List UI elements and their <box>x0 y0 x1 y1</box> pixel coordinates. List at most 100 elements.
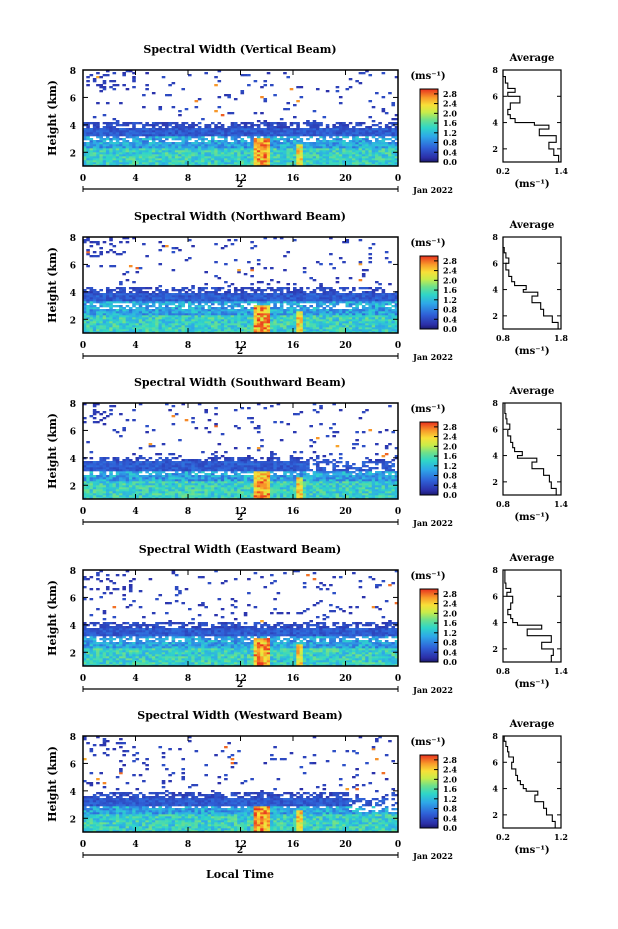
average-x-tick-label: 1.4 <box>554 666 568 676</box>
colorbar-tick-label: 0.4 <box>443 813 457 823</box>
colorbar-tick-label: 1.6 <box>443 618 457 628</box>
x-tick-label: 0 <box>395 341 401 351</box>
colorbar-tick-label: 2.8 <box>443 422 457 432</box>
colorbar-tick-label: 0.0 <box>443 324 457 334</box>
x-tick-label: 16 <box>287 840 300 850</box>
colorbar <box>419 421 439 496</box>
x-tick-label: 0 <box>80 174 86 184</box>
average-y-tick-label: 8 <box>492 731 498 741</box>
colorbar-tick-label: 0.4 <box>443 647 457 657</box>
colorbar <box>419 88 439 163</box>
y-axis-label: Height (km) <box>46 746 59 822</box>
average-y-tick-label: 8 <box>492 232 498 242</box>
x-tick-label: 0 <box>80 840 86 850</box>
average-y-tick-label: 4 <box>492 118 498 128</box>
x-tick-label: 8 <box>185 507 191 517</box>
average-y-tick-label: 2 <box>492 144 498 154</box>
average-x-tick-label: 0.8 <box>496 666 510 676</box>
colorbar-tick-label: 2.8 <box>443 256 457 266</box>
average-y-tick-label: 6 <box>492 757 498 767</box>
colorbar-tick-label: 0.4 <box>443 147 457 157</box>
panel-5: Spectral Width (Westward Beam) 2 4 6 8 Height… <box>46 709 568 861</box>
y-tick-label: 4 <box>70 455 76 465</box>
x-tick-label: 20 <box>339 341 352 351</box>
colorbar-tick-label: 1.6 <box>443 285 457 295</box>
colorbar-unit: (ms⁻¹) <box>410 571 445 582</box>
x-tick-label: 8 <box>185 341 191 351</box>
average-x-label: (ms⁻¹) <box>514 845 549 856</box>
average-profile-line <box>504 403 560 496</box>
y-tick-label: 4 <box>70 122 76 132</box>
colorbar-tick-label: 0.0 <box>443 490 457 500</box>
colorbar-tick-label: 1.2 <box>443 794 457 804</box>
x-tick-label: 4 <box>132 174 138 184</box>
colorbar-tick-label: 1.6 <box>443 118 457 128</box>
average-x-label: (ms⁻¹) <box>514 179 549 190</box>
bottom-xlabel: Local Time <box>206 868 274 881</box>
colorbar-tick-label: 2.0 <box>443 275 457 285</box>
colorbar-tick-label: 2.4 <box>443 266 457 276</box>
average-x-label: (ms⁻¹) <box>514 512 549 523</box>
average-x-label: (ms⁻¹) <box>514 679 549 690</box>
colorbar <box>419 754 439 829</box>
colorbar-tick-label: 2.0 <box>443 608 457 618</box>
colorbar-tick-label: 1.2 <box>443 128 457 138</box>
x-tick-label: 20 <box>339 174 352 184</box>
y-tick-label: 6 <box>70 594 76 604</box>
x-tick-label: 16 <box>287 507 300 517</box>
average-x-tick-label: 0.8 <box>496 499 510 509</box>
x-tick-label: 12 <box>234 174 247 184</box>
day-label: 2 <box>237 846 243 856</box>
colorbar-tick-label: 0.8 <box>443 638 457 648</box>
colorbar-unit: (ms⁻¹) <box>410 737 445 748</box>
average-y-tick-label: 4 <box>492 451 498 461</box>
average-y-tick-label: 6 <box>492 424 498 434</box>
date-label: Jan 2022 <box>412 685 453 695</box>
colorbar-tick-label: 2.4 <box>443 599 457 609</box>
x-tick-label: 8 <box>185 840 191 850</box>
average-x-tick-label: 0.2 <box>496 166 510 176</box>
heatmap-cells <box>83 403 399 500</box>
average-profile-line <box>502 237 559 329</box>
colorbar-tick-label: 1.2 <box>443 628 457 638</box>
average-y-tick-label: 2 <box>492 810 498 820</box>
x-tick-label: 0 <box>395 507 401 517</box>
average-y-tick-label: 6 <box>492 91 498 101</box>
x-tick-label: 8 <box>185 174 191 184</box>
x-tick-label: 0 <box>395 840 401 850</box>
colorbar-tick-label: 2.0 <box>443 774 457 784</box>
average-y-tick-label: 6 <box>492 258 498 268</box>
colorbar-unit: (ms⁻¹) <box>410 238 445 249</box>
average-profile-line <box>502 70 560 162</box>
colorbar-tick-label: 0.4 <box>443 314 457 324</box>
colorbar-tick-label: 2.4 <box>443 765 457 775</box>
colorbar <box>419 255 439 330</box>
date-label: Jan 2022 <box>412 518 453 528</box>
panel-title: Spectral Width (Eastward Beam) <box>139 543 341 556</box>
colorbar-tick-label: 1.6 <box>443 784 457 794</box>
x-tick-label: 4 <box>132 674 138 684</box>
y-tick-label: 2 <box>70 649 76 659</box>
y-tick-label: 8 <box>70 234 76 244</box>
average-title: Average <box>509 220 555 231</box>
colorbar-tick-label: 0.8 <box>443 305 457 315</box>
average-x-tick-label: 1.8 <box>554 333 568 343</box>
panel-title: Spectral Width (Southward Beam) <box>134 376 346 389</box>
colorbar-tick-label: 2.0 <box>443 441 457 451</box>
colorbar-tick-label: 2.4 <box>443 432 457 442</box>
y-tick-label: 2 <box>70 316 76 326</box>
colorbar-tick-label: 0.0 <box>443 157 457 167</box>
day-label: 2 <box>237 513 243 523</box>
x-tick-label: 16 <box>287 341 300 351</box>
x-tick-label: 0 <box>80 674 86 684</box>
colorbar-tick-label: 1.6 <box>443 451 457 461</box>
y-tick-label: 8 <box>70 733 76 743</box>
colorbar-tick-label: 2.8 <box>443 589 457 599</box>
colorbar-tick-label: 2.8 <box>443 755 457 765</box>
colorbar-tick-label: 2.4 <box>443 99 457 109</box>
y-tick-label: 4 <box>70 289 76 299</box>
average-x-tick-label: 1.4 <box>554 499 568 509</box>
panel-2: Spectral Width (Northward Beam) 2 4 6 8 Heigh… <box>46 210 568 362</box>
y-axis-label: Height (km) <box>46 413 59 489</box>
heatmap-cells <box>83 570 399 667</box>
